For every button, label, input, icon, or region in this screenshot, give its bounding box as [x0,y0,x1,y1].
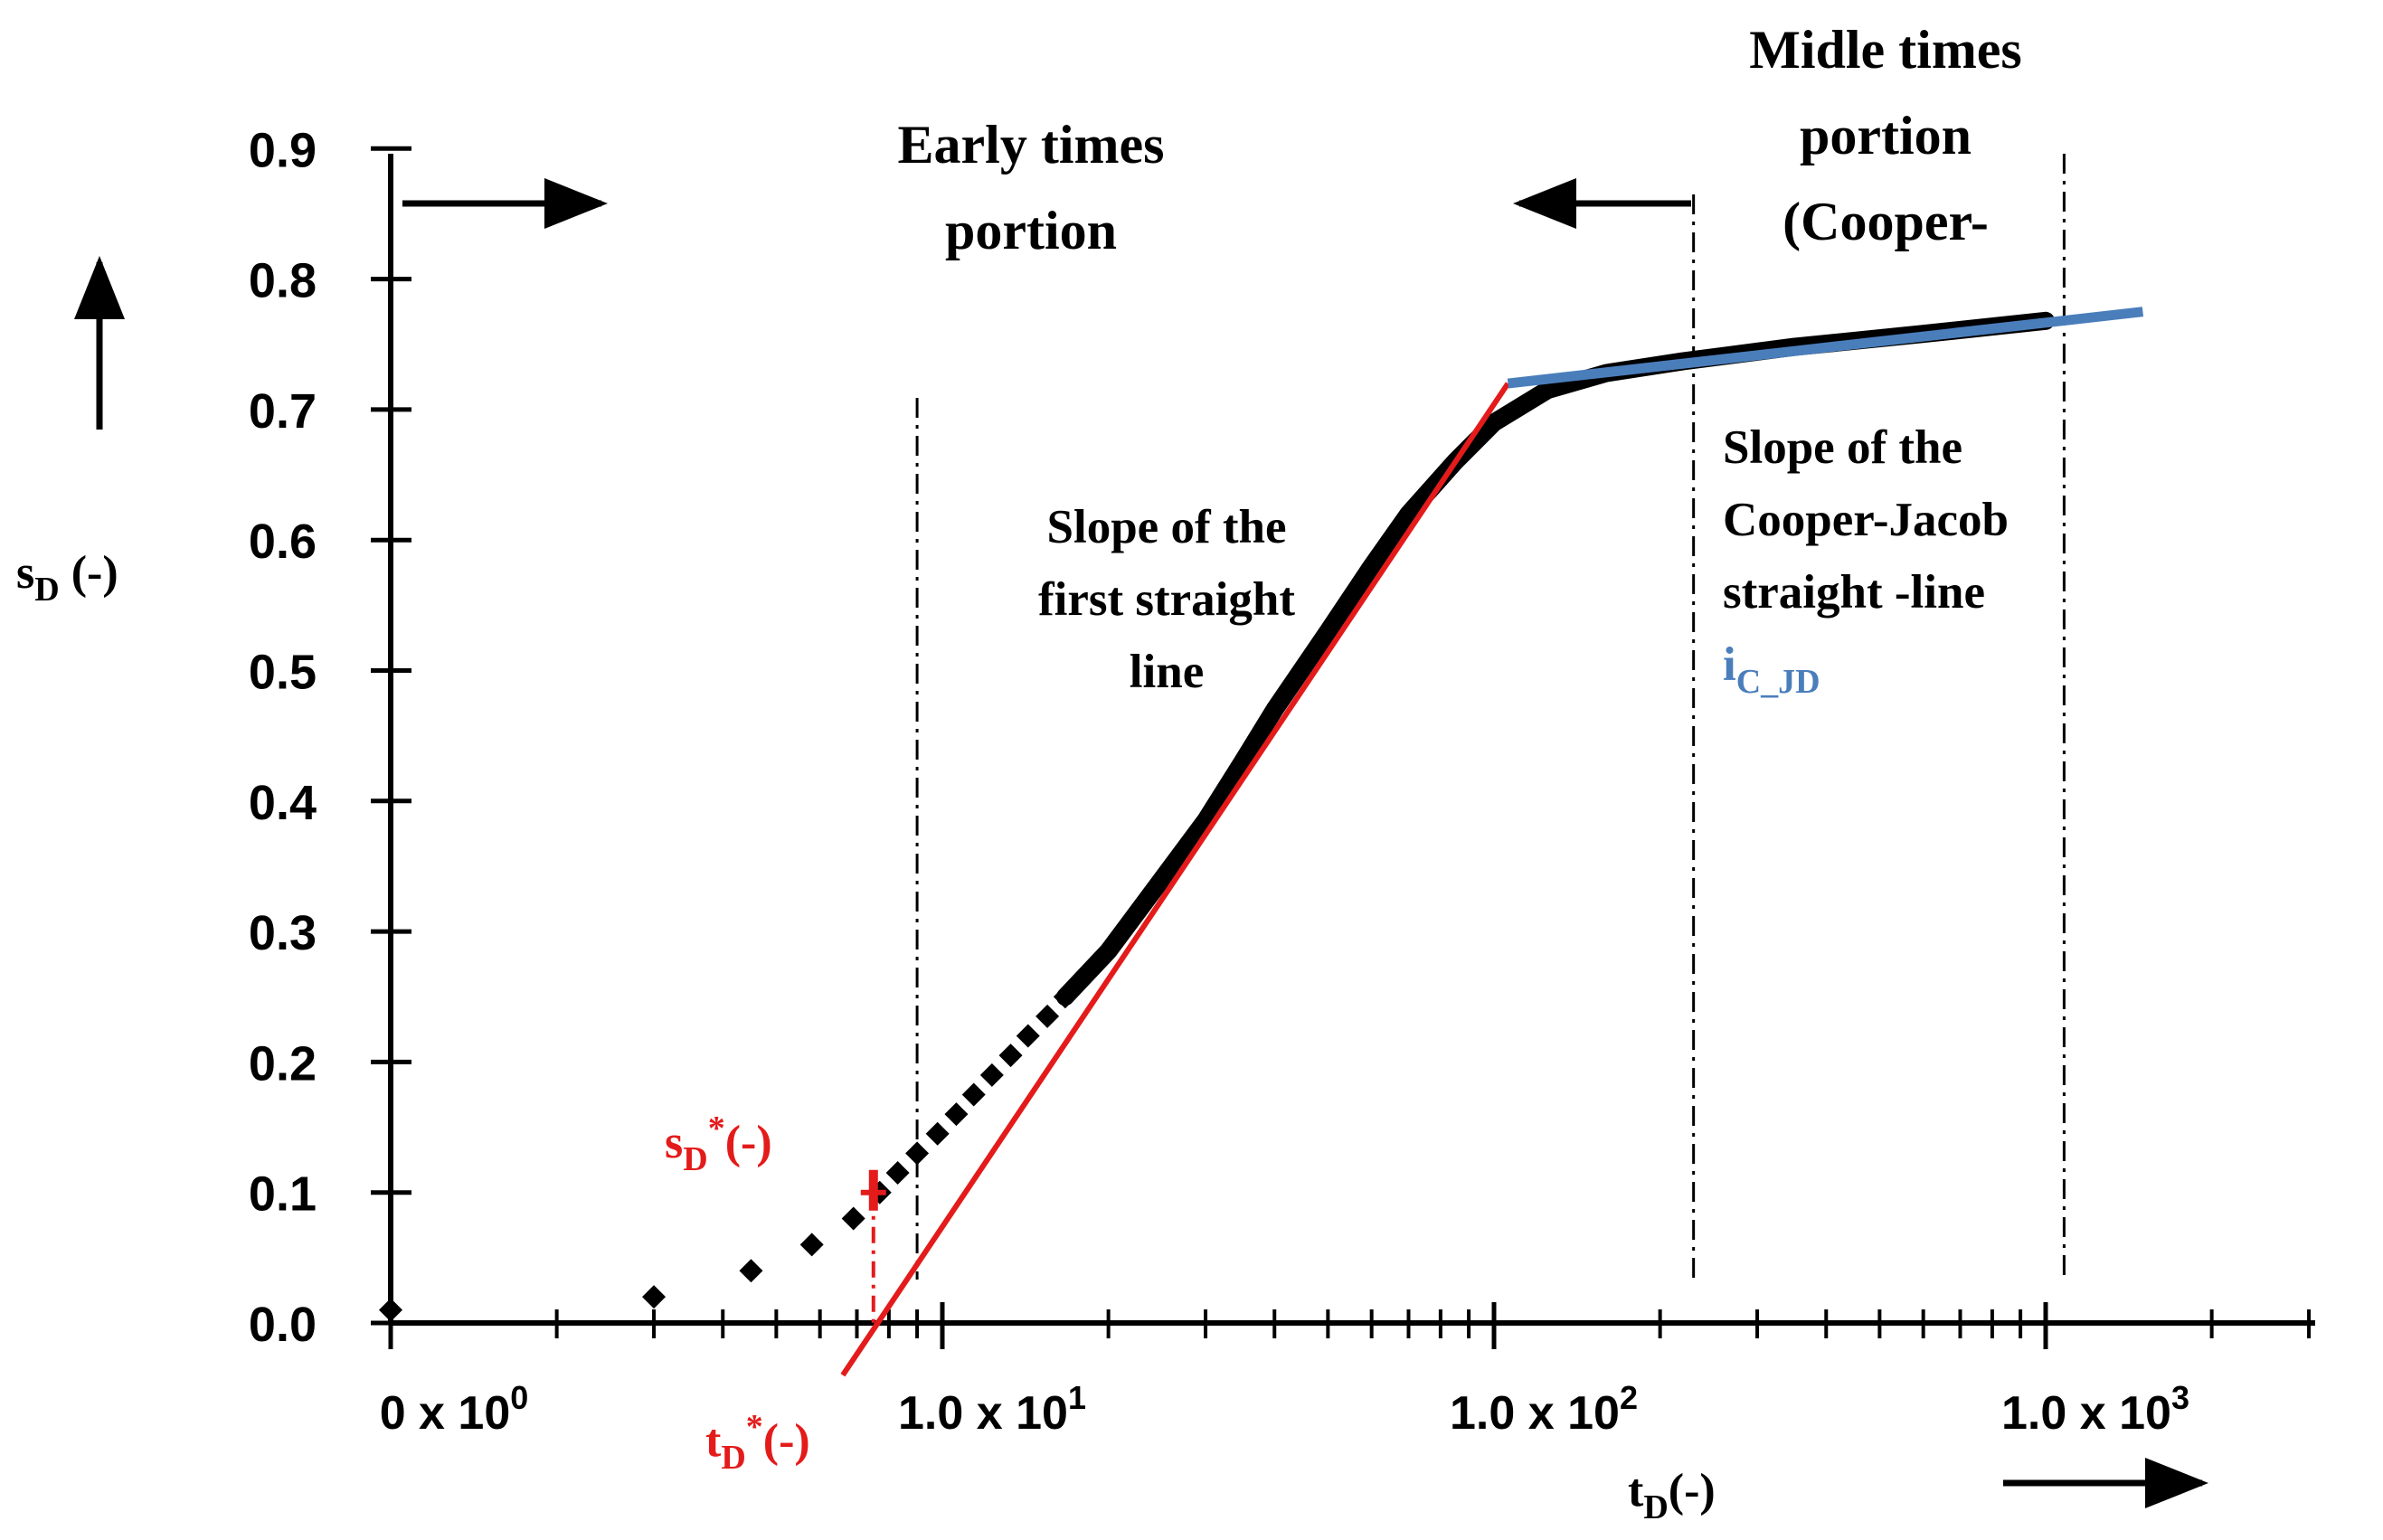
t-star-label: tD*(-) [705,1408,810,1477]
y-tick-label-3: 0.3 [249,906,317,960]
data-point-6 [885,1161,910,1186]
y-axis-label-tail: (-) [60,547,118,599]
y-tick-labels: 0.0 0.1 0.2 0.3 0.4 0.5 0.6 0.7 0.8 0.9 [249,123,317,1352]
early-line-1: Early times [898,115,1165,175]
x-tick-label-base-2: 1.0 x 10 [1450,1387,1620,1440]
data-point-14 [1035,1004,1060,1028]
x-tick-label-exp-1: 1 [1068,1379,1086,1416]
data-point-1 [642,1285,667,1309]
s-star-sup: * [708,1110,725,1148]
slope-cj-line-3: straight -line [1723,566,1985,619]
data-point-4 [841,1206,865,1231]
slope-first-line-3: line [1130,646,1204,698]
slope-cj-line-2: Cooper-Jacob [1723,494,2009,546]
early-times-annotation: Early times portion [898,115,1165,260]
slope-first-line-1: Slope of the [1047,501,1287,553]
boundaries [915,154,2066,1280]
y-tick-label-6: 0.6 [249,515,317,569]
y-ticks [371,146,411,1326]
t-star-sup: * [746,1408,763,1446]
middle-line-2: portion [1800,106,1972,165]
x-tick-label-1: 1.0 x 101 [898,1379,1086,1440]
y-tick-label-7: 0.7 [249,384,317,439]
x-axis-label-tail: (-) [1669,1465,1716,1516]
slope-first-line-2: first straight [1038,573,1295,626]
y-axis-label-sub: D [34,571,59,609]
data-point-8 [925,1121,950,1146]
s-star-tail: (-) [725,1117,772,1168]
t-star-tail: (-) [763,1415,810,1467]
x-axis-label-sub: D [1643,1488,1668,1526]
s-star-sub: D [683,1140,707,1178]
y-tick-label-0: 0.0 [249,1298,317,1352]
data-point-9 [944,1102,969,1127]
y-tick-label-5: 0.5 [249,646,317,700]
s-star-main: s [665,1117,683,1168]
data-point-0 [379,1298,402,1322]
data-point-3 [799,1233,824,1257]
x-tick-labels: 0 x 100 1.0 x 101 1.0 x 102 1.0 x 103 [380,1379,2189,1440]
slope-cj-line-1: Slope of the [1723,421,1962,474]
x-ticks [388,1302,2312,1349]
i-cj-sub: C_JD [1736,663,1820,701]
data-point-11 [979,1063,1004,1087]
first-straight-line [840,382,1510,1377]
y-axis-label: sD (-) [16,547,118,609]
cooper-jacob-line [1507,307,2144,389]
middle-line-1: Midle times [1749,20,2022,80]
x-tick-label-exp-0: 0 [510,1379,528,1416]
x-tick-label-base-0: 0 x 10 [380,1387,511,1440]
y-axis-label-main: s [16,547,34,599]
slope-cj-annotation: Slope of the Cooper-Jacob straight -line [1723,421,2009,619]
x-tick-label-2: 1.0 x 102 [1450,1379,1638,1440]
x-axis-label: tD(-) [1628,1465,1716,1526]
t-star-sub: D [721,1439,745,1477]
data-point-12 [998,1044,1023,1068]
y-tick-label-9: 0.9 [249,123,317,177]
x-tick-label-base-1: 1.0 x 10 [898,1387,1068,1440]
y-tick-label-1: 0.1 [249,1167,317,1222]
early-points [379,985,1077,1322]
x-tick-label-0: 0 x 100 [380,1379,529,1440]
y-tick-label-4: 0.4 [249,776,317,830]
middle-line-3: (Cooper- [1783,192,1989,251]
data-point-10 [961,1082,986,1107]
data-point-2 [739,1259,763,1283]
middle-times-annotation: Midle times portion (Cooper- [1749,20,2022,251]
early-line-2: portion [945,201,1117,260]
data-point-7 [905,1141,930,1166]
x-tick-label-3: 1.0 x 103 [2001,1379,2189,1440]
y-tick-label-2: 0.2 [249,1036,317,1091]
y-tick-label-8: 0.8 [249,254,317,308]
x-tick-label-exp-3: 3 [2171,1379,2189,1416]
t-star-main: t [705,1415,722,1467]
x-tick-label-base-3: 1.0 x 10 [2001,1387,2171,1440]
i-cj-main: i [1723,638,1736,691]
data-point-13 [1016,1024,1040,1048]
s-star-label: sD*(-) [665,1110,772,1178]
i-cj-label: iC_JD [1723,638,1820,701]
x-axis-label-main: t [1628,1465,1644,1516]
slope-first-annotation: Slope of the first straight line [1038,501,1295,698]
x-tick-label-exp-2: 2 [1620,1379,1638,1416]
